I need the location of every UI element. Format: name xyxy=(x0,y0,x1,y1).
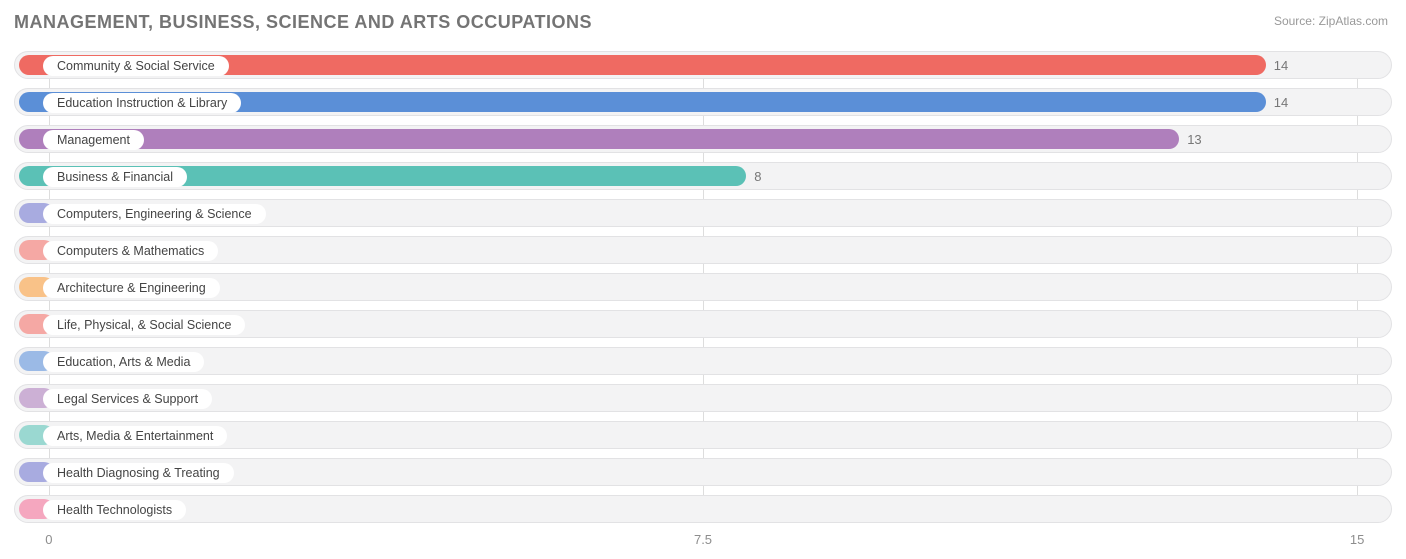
bar-row: 0Computers, Engineering & Science xyxy=(14,199,1392,227)
category-label: Education Instruction & Library xyxy=(43,93,241,113)
category-label: Health Diagnosing & Treating xyxy=(43,463,234,483)
value-label: 13 xyxy=(1179,129,1201,149)
x-tick: 7.5 xyxy=(694,532,712,547)
bar-plot: 14 Community & Social Service 14 Education … xyxy=(14,51,1392,523)
category-label: Computers, Engineering & Science xyxy=(43,204,266,224)
category-label: Arts, Media & Entertainment xyxy=(43,426,227,446)
bar-row: 14 Education Instruction & Library xyxy=(14,88,1392,116)
category-label: Life, Physical, & Social Science xyxy=(43,315,245,335)
value-label: 8 xyxy=(746,166,761,186)
bar-row: 0Health Technologists xyxy=(14,495,1392,523)
bar-wrap: 0 xyxy=(19,351,1387,371)
value-label: 14 xyxy=(1266,92,1288,112)
bar-wrap: 0 xyxy=(19,240,1387,260)
category-label: Business & Financial xyxy=(43,167,187,187)
x-tick: 15 xyxy=(1350,532,1364,547)
category-label: Management xyxy=(43,130,144,150)
category-label: Legal Services & Support xyxy=(43,389,212,409)
bar-wrap: 0 xyxy=(19,499,1387,519)
bar-row: 0Education, Arts & Media xyxy=(14,347,1392,375)
category-label: Architecture & Engineering xyxy=(43,278,220,298)
category-label: Education, Arts & Media xyxy=(43,352,204,372)
chart-title: MANAGEMENT, BUSINESS, SCIENCE AND ARTS O… xyxy=(14,12,1392,33)
category-label: Community & Social Service xyxy=(43,56,229,76)
source-attribution: Source: ZipAtlas.com xyxy=(1274,14,1388,28)
bar-wrap: 0 xyxy=(19,388,1387,408)
bar-wrap: 0 xyxy=(19,277,1387,297)
chart-area: 14 Community & Social Service 14 Education … xyxy=(14,51,1392,556)
category-label: Computers & Mathematics xyxy=(43,241,218,261)
bar-row: 0Computers & Mathematics xyxy=(14,236,1392,264)
bar-row: 0Architecture & Engineering xyxy=(14,273,1392,301)
bar xyxy=(19,129,1179,149)
value-label: 14 xyxy=(1266,55,1288,75)
x-axis: 0 7.5 15 xyxy=(14,532,1392,556)
bar-wrap: 8 xyxy=(19,166,1387,186)
bar-row: 0Legal Services & Support xyxy=(14,384,1392,412)
x-tick: 0 xyxy=(45,532,52,547)
bar-row: 8 Business & Financial xyxy=(14,162,1392,190)
bar-row: 14 Community & Social Service xyxy=(14,51,1392,79)
bar-row: 13 Management xyxy=(14,125,1392,153)
bar-row: 0Life, Physical, & Social Science xyxy=(14,310,1392,338)
bar-row: 0Arts, Media & Entertainment xyxy=(14,421,1392,449)
bar-wrap: 13 xyxy=(19,129,1387,149)
category-label: Health Technologists xyxy=(43,500,186,520)
bar-row: 0Health Diagnosing & Treating xyxy=(14,458,1392,486)
